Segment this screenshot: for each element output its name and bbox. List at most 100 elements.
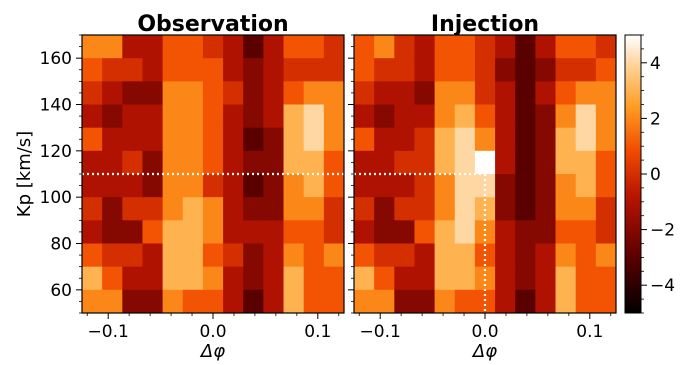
- heatmap-cell: [495, 197, 516, 221]
- heatmap-cell: [303, 220, 325, 244]
- heatmap-cell: [434, 289, 456, 314]
- heatmap-cell: [474, 220, 496, 244]
- heatmap-cell: [515, 150, 536, 175]
- heatmap-cell: [394, 104, 415, 129]
- heatmap-cell: [142, 174, 164, 198]
- heatmap-cell: [82, 150, 103, 175]
- heatmap-cell: [223, 289, 244, 314]
- heatmap-cell: [82, 197, 103, 221]
- heatmap-cell: [82, 220, 103, 244]
- heatmap-cell: [434, 58, 456, 82]
- heatmap-cell: [575, 197, 597, 221]
- heatmap-cell: [202, 127, 224, 152]
- heatmap-cell: [515, 289, 536, 314]
- heatmap-cell: [354, 127, 375, 152]
- heatmap-cell: [202, 197, 224, 221]
- heatmap-cell: [454, 81, 476, 105]
- heatmap-cell: [263, 81, 284, 105]
- heatmap-cell: [223, 81, 244, 105]
- heatmap-cell: [474, 289, 496, 314]
- heatmap-cell: [182, 35, 204, 59]
- heatmap-cell: [263, 58, 284, 82]
- heatmap-cell: [535, 35, 556, 59]
- heatmap-cell: [223, 150, 244, 175]
- heatmap-cell: [434, 35, 456, 59]
- heatmap-cell: [142, 104, 164, 129]
- heatmap-cell: [474, 266, 496, 291]
- y-tick-label: 160: [40, 49, 72, 69]
- heatmap-cell: [414, 197, 436, 221]
- heatmap-cell: [323, 220, 345, 244]
- heatmap-cell: [535, 266, 556, 291]
- heatmap-cell: [303, 243, 325, 268]
- heatmap-cell: [354, 289, 375, 314]
- heatmap-cell: [394, 243, 415, 268]
- heatmap-cell: [575, 81, 597, 105]
- heatmap-cell: [223, 197, 244, 221]
- heatmap-cell: [374, 243, 395, 268]
- heatmap-cell: [263, 150, 284, 175]
- heatmap-cell: [354, 58, 375, 82]
- heatmap-cell: [263, 35, 284, 59]
- heatmap-cell: [535, 174, 556, 198]
- heatmap-cell: [182, 150, 204, 175]
- heatmap-cell: [575, 35, 597, 59]
- heatmap-cell: [515, 220, 536, 244]
- heatmap-cell: [394, 150, 415, 175]
- heatmap-cell: [223, 35, 244, 59]
- heatmap-cell: [323, 81, 345, 105]
- heatmap-cell: [142, 35, 164, 59]
- heatmap-cell: [243, 81, 264, 105]
- heatmap-cell: [474, 35, 496, 59]
- heatmap-cell: [102, 127, 123, 152]
- heatmap-cell: [162, 127, 184, 152]
- y-tick-label: 100: [40, 188, 72, 208]
- heatmap-cell: [303, 197, 325, 221]
- heatmap-cell: [515, 243, 536, 268]
- heatmap-cell: [575, 150, 597, 175]
- heatmap-cell: [374, 104, 395, 129]
- heatmap-cell: [102, 35, 123, 59]
- heatmap-cell: [122, 243, 143, 268]
- heatmap-cell: [182, 81, 204, 105]
- heatmap-cell: [243, 104, 264, 129]
- heatmap-cell: [223, 266, 244, 291]
- heatmap-cell: [303, 35, 325, 59]
- heatmap-cell: [303, 289, 325, 314]
- heatmap-cell: [323, 266, 345, 291]
- heatmap-cell: [394, 197, 415, 221]
- heatmap-cell: [374, 127, 395, 152]
- heatmap-cell: [535, 127, 556, 152]
- heatmap-cell: [414, 150, 436, 175]
- heatmap-cell: [323, 58, 345, 82]
- heatmap-cell: [595, 197, 617, 221]
- heatmap-cell: [515, 35, 536, 59]
- heatmap-cell: [374, 266, 395, 291]
- heatmap-cell: [82, 35, 103, 59]
- heatmap-cell: [202, 220, 224, 244]
- heatmap-cell: [595, 289, 617, 314]
- heatmap-cell: [182, 289, 204, 314]
- heatmap-cell: [515, 104, 536, 129]
- heatmap-cell: [515, 197, 536, 221]
- heatmap-cell: [82, 104, 103, 129]
- heatmap-cell: [263, 174, 284, 198]
- heatmap-cell: [575, 243, 597, 268]
- heatmap-cell: [495, 243, 516, 268]
- heatmap-cell: [162, 289, 184, 314]
- heatmap-cell: [414, 266, 436, 291]
- heatmap-cell: [223, 174, 244, 198]
- heatmap-cell: [575, 220, 597, 244]
- heatmap-cell: [595, 58, 617, 82]
- heatmap-cell: [102, 289, 123, 314]
- heatmap-cell: [414, 127, 436, 152]
- heatmap-cell: [374, 81, 395, 105]
- heatmap-cell: [223, 58, 244, 82]
- heatmap-cell: [122, 104, 143, 129]
- heatmap-cell: [454, 243, 476, 268]
- heatmap-cell: [354, 266, 375, 291]
- heatmap-cell: [474, 81, 496, 105]
- heatmap-cell: [82, 127, 103, 152]
- heatmap-cell: [374, 220, 395, 244]
- heatmap-cell: [595, 174, 617, 198]
